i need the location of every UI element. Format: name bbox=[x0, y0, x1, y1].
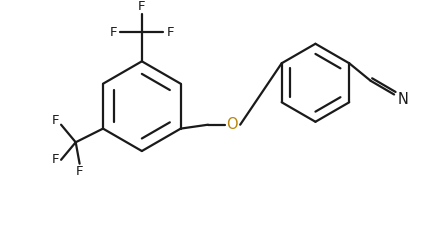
Text: F: F bbox=[166, 26, 174, 39]
Text: F: F bbox=[110, 26, 117, 39]
Text: F: F bbox=[76, 165, 83, 178]
Text: F: F bbox=[138, 0, 146, 13]
Text: F: F bbox=[52, 114, 59, 127]
Text: N: N bbox=[397, 92, 408, 107]
Text: O: O bbox=[227, 117, 238, 132]
Text: F: F bbox=[52, 153, 59, 166]
